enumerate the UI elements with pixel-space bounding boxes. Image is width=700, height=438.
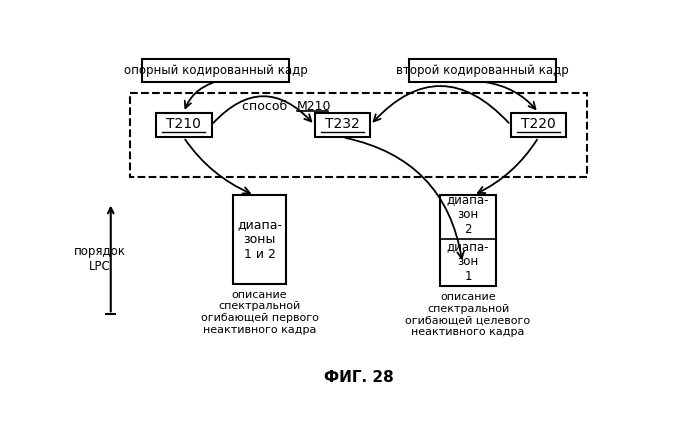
Text: порядок
LPC: порядок LPC: [74, 244, 126, 272]
FancyBboxPatch shape: [511, 113, 566, 137]
Text: T220: T220: [522, 117, 556, 131]
Text: диапа-
зоны
1 и 2: диапа- зоны 1 и 2: [237, 218, 282, 261]
FancyBboxPatch shape: [314, 113, 370, 137]
FancyBboxPatch shape: [440, 195, 496, 286]
FancyBboxPatch shape: [155, 113, 211, 137]
Text: опорный кодированный кадр: опорный кодированный кадр: [123, 64, 307, 77]
Text: ФИГ. 28: ФИГ. 28: [324, 370, 393, 385]
Text: M210: M210: [297, 100, 331, 113]
Text: способ: способ: [242, 100, 295, 113]
Text: T210: T210: [166, 117, 201, 131]
Text: T232: T232: [325, 117, 360, 131]
FancyBboxPatch shape: [141, 59, 289, 82]
Text: диапа-
зон
2: диапа- зон 2: [447, 194, 489, 237]
Text: описание
спектральной
огибающей первого
неактивного кадра: описание спектральной огибающей первого …: [201, 290, 318, 335]
FancyBboxPatch shape: [233, 195, 286, 283]
Text: диапа-
зон
1: диапа- зон 1: [447, 240, 489, 283]
Text: описание
спектральной
огибающей целевого
неактивного кадра: описание спектральной огибающей целевого…: [405, 292, 531, 337]
FancyBboxPatch shape: [409, 59, 556, 82]
Text: второй кодированный кадр: второй кодированный кадр: [396, 64, 569, 77]
